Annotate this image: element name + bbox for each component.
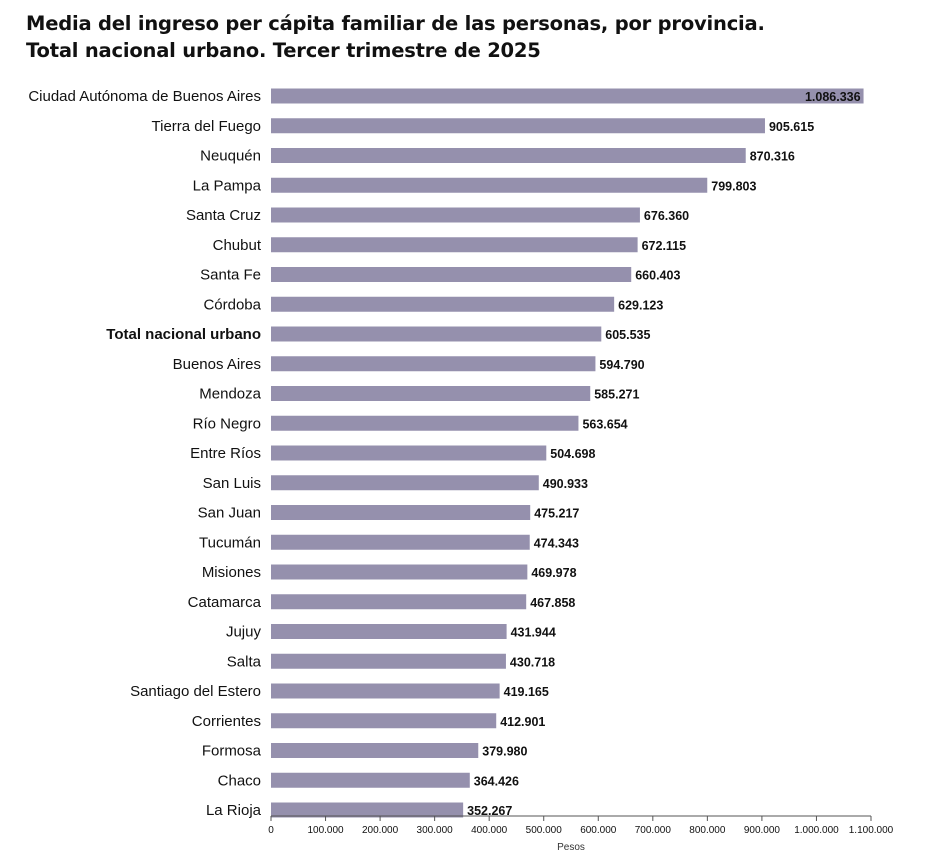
- bar: [271, 445, 547, 461]
- value-label: 1.086.336: [805, 90, 861, 104]
- category-label: Santiago del Estero: [130, 683, 261, 700]
- chart-title: Media del ingreso per cápita familiar de…: [26, 10, 765, 64]
- bar: [271, 177, 708, 193]
- bar: [271, 505, 531, 520]
- bar: [271, 88, 864, 104]
- category-label: Entre Ríos: [190, 445, 261, 462]
- value-label: 605.535: [605, 328, 650, 342]
- category-label: Tierra del Fuego: [152, 118, 262, 135]
- bar: [271, 237, 638, 253]
- category-label: San Luis: [203, 475, 261, 492]
- category-label: San Juan: [198, 505, 261, 522]
- value-label: 799.803: [711, 179, 756, 193]
- category-label: Tucumán: [199, 534, 261, 551]
- chart-title-line-1: Media del ingreso per cápita familiar de…: [26, 12, 765, 35]
- value-label: 563.654: [582, 417, 627, 431]
- category-label: Santa Fe: [200, 267, 261, 284]
- value-label: 352.267: [467, 804, 512, 818]
- x-tick-label: 900.000: [744, 825, 781, 836]
- x-tick-label: 400.000: [471, 825, 508, 836]
- category-label: La Rioja: [206, 802, 262, 819]
- x-tick-label: 1.100.000: [849, 825, 894, 836]
- bar: [271, 386, 591, 401]
- value-label: 676.360: [644, 209, 689, 223]
- bar: [271, 207, 640, 223]
- bar: [271, 683, 500, 699]
- bar: [271, 594, 527, 610]
- value-label: 474.343: [534, 536, 579, 550]
- category-label: Santa Cruz: [186, 207, 261, 224]
- x-tick-label: 600.000: [580, 825, 617, 836]
- x-tick-label: 700.000: [635, 825, 672, 836]
- value-label: 870.316: [750, 150, 795, 164]
- value-label: 430.718: [510, 655, 555, 669]
- bar: [271, 356, 596, 372]
- value-labels: 1.086.336 905.615 870.316 799.803 676.360 672…: [467, 90, 860, 818]
- value-label: 905.615: [769, 120, 814, 134]
- bar: [271, 743, 479, 758]
- category-labels: Ciudad Autónoma de Buenos Aires Tierra de…: [28, 88, 261, 819]
- bar: [271, 267, 632, 282]
- x-axis-title: Pesos: [557, 842, 585, 853]
- bar: [271, 415, 579, 431]
- x-axis: 0 100.000 200.000 300.000 400.000 500.000 600.…: [268, 815, 894, 836]
- category-label: Neuquén: [200, 148, 261, 165]
- value-label: 490.933: [543, 477, 588, 491]
- bar: [271, 653, 506, 669]
- value-label: 467.858: [530, 596, 575, 610]
- x-tick-label: 800.000: [689, 825, 726, 836]
- bar: [271, 148, 746, 163]
- x-tick-label: 500.000: [526, 825, 563, 836]
- value-label: 629.123: [618, 298, 663, 312]
- x-tick-label: 200.000: [362, 825, 399, 836]
- value-label: 475.217: [534, 507, 579, 521]
- category-label: Salta: [227, 653, 262, 670]
- category-label: Total nacional urbano: [106, 326, 261, 343]
- bar: [271, 564, 528, 580]
- x-tick-label: 0: [268, 825, 274, 836]
- category-label: Buenos Aires: [173, 356, 261, 373]
- category-label: Chaco: [218, 772, 261, 789]
- bar: [271, 772, 470, 788]
- value-label: 672.115: [642, 239, 687, 253]
- category-label: Corrientes: [192, 713, 261, 730]
- value-label: 364.426: [474, 774, 519, 788]
- bar: [271, 326, 602, 342]
- x-tick-label: 100.000: [307, 825, 344, 836]
- bar: [271, 624, 507, 639]
- x-tick-label: 1.000.000: [794, 825, 839, 836]
- bar: [271, 475, 539, 491]
- category-label: Río Negro: [193, 415, 261, 432]
- value-label: 585.271: [594, 388, 639, 402]
- value-label: 504.698: [550, 447, 595, 461]
- chart-title-line-2: Total nacional urbano. Tercer trimestre …: [26, 39, 541, 62]
- bar: [271, 802, 464, 818]
- category-label: Jujuy: [226, 624, 262, 641]
- category-label: Catamarca: [188, 594, 262, 611]
- value-label: 412.901: [500, 715, 545, 729]
- category-label: Misiones: [202, 564, 261, 581]
- bar: [271, 296, 615, 312]
- value-label: 594.790: [599, 358, 644, 372]
- x-tick-label: 300.000: [417, 825, 454, 836]
- category-label: Ciudad Autónoma de Buenos Aires: [28, 88, 261, 105]
- value-label: 469.978: [531, 566, 576, 580]
- bar: [271, 713, 497, 729]
- value-label: 379.980: [482, 745, 527, 759]
- category-label: Formosa: [202, 743, 262, 760]
- bars-layer: [271, 88, 864, 818]
- bar: [271, 118, 765, 134]
- value-label: 431.944: [511, 626, 556, 640]
- category-label: Mendoza: [199, 386, 261, 403]
- category-label: Chubut: [213, 237, 262, 254]
- value-label: 660.403: [635, 269, 680, 283]
- bar: [271, 534, 530, 550]
- value-label: 419.165: [504, 685, 549, 699]
- category-label: La Pampa: [193, 177, 262, 194]
- category-label: Córdoba: [203, 296, 261, 313]
